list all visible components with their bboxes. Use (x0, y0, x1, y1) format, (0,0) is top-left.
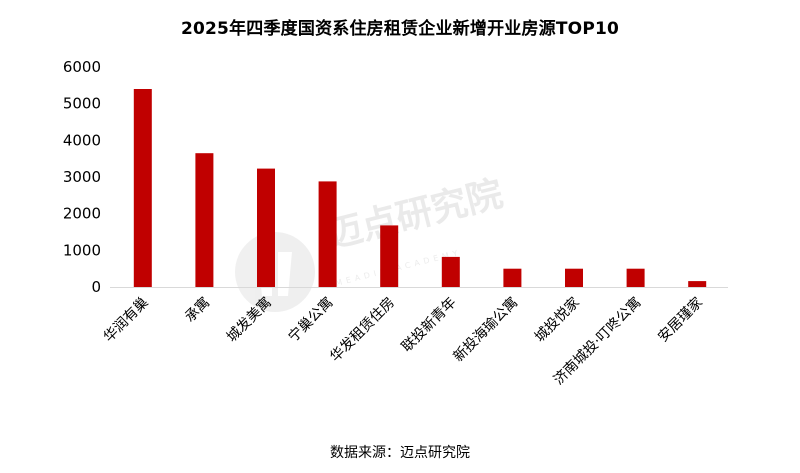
bar (626, 268, 645, 287)
y-tick-label: 4000 (63, 131, 101, 149)
x-tick-label: 华发租赁住房 (327, 295, 398, 366)
bar (195, 153, 214, 287)
bar (441, 256, 460, 287)
bar (318, 181, 337, 287)
chart-title: 2025年四季度国资系住房租赁企业新增开业房源TOP10 (180, 19, 620, 39)
bar (380, 225, 399, 287)
bar (257, 168, 275, 287)
x-tick-label: 联投新青年 (399, 295, 460, 356)
y-tick-label: 6000 (63, 58, 101, 76)
y-tick-label: 3000 (63, 168, 101, 186)
y-tick-label: 2000 (63, 205, 101, 223)
bars (133, 89, 707, 287)
x-tick-label: 安居瑾家 (654, 294, 706, 346)
bar (503, 268, 522, 287)
y-tick-label: 5000 (63, 95, 101, 113)
bar (565, 268, 583, 287)
y-tick-label: 1000 (63, 241, 101, 259)
x-tick-label: 新投海瑜公寓 (450, 294, 521, 365)
watermark: 迈点研究院 MEADIN ACADEMY (235, 173, 507, 312)
watermark-text: 迈点研究院 (322, 173, 507, 256)
bar (133, 89, 152, 287)
y-tick-label: 0 (91, 278, 101, 296)
bar (688, 281, 707, 287)
source-note: 数据来源：迈点研究院 (330, 445, 470, 461)
x-tick-label: 华润有巢 (101, 295, 152, 346)
x-tick-label: 承寓 (181, 294, 213, 326)
x-tick-label: 城投悦家 (531, 294, 583, 346)
y-axis: 0 1000 2000 3000 4000 5000 6000 (63, 58, 101, 296)
